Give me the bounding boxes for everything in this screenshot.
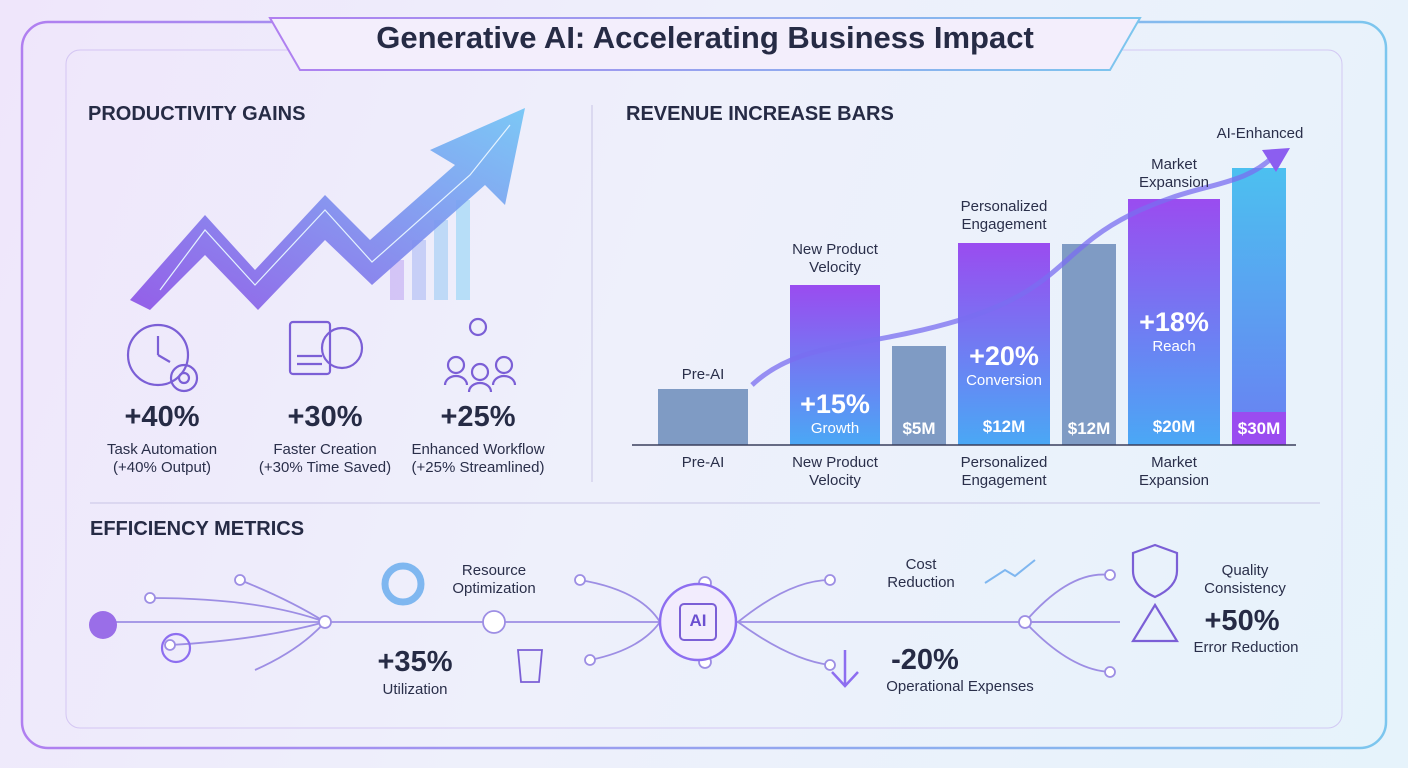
icons [126,317,517,393]
title: Generative AI: Accelerating Business Imp… [376,20,1034,55]
metric-note: (+40% Output) [113,459,211,476]
bar-note: Reach [1152,338,1196,355]
bar-note: Conversion [966,372,1042,389]
bar-label: Pre-AI [681,366,725,383]
metric-label: Enhanced Workflow [411,441,545,458]
section-title: PRODUCTIVITY GAINS [88,103,306,125]
revenue-bars [632,148,1296,446]
metric-note: Operational Expenses [886,678,1034,695]
metric-note: Error Reduction [1193,639,1299,656]
bar-label: AI-Enhanced [1216,125,1304,142]
bar-value: +18% [1139,307,1209,337]
axis-label: Personalized Engagement [960,454,1048,489]
bar-label: Personalized Engagement [960,198,1048,233]
bar-amount: $12M [1067,419,1111,438]
metric-value: +30% [287,401,363,433]
metric-label: Task Automation [106,441,218,458]
bar-value: +15% [800,389,870,419]
bar-label: New Product Velocity [792,241,878,276]
bar-label: Market Expansion [1138,156,1210,191]
metric-note: (+30% Time Saved) [258,459,392,476]
axis-label: Market Expansion [1138,454,1210,489]
hub-label: AI [689,611,707,630]
metric-value: +40% [124,401,200,433]
bar-amount: $5M [902,419,936,438]
metric-note: (+25% Streamlined) [411,459,545,476]
section-title: REVENUE INCREASE BARS [626,103,894,125]
axis-label: New Product Velocity [792,454,878,489]
section-title: EFFICIENCY METRICS [90,518,305,540]
metric-note: Utilization [382,681,448,698]
bar-amount: $12M [982,417,1026,436]
metric-value: +25% [440,401,516,433]
metric-value: +50% [1204,605,1280,637]
network [89,543,1179,688]
metric-label: Resource Optimization [452,562,536,597]
metric-value: -20% [891,644,959,676]
bar-note: Growth [810,420,860,437]
metric-label: Faster Creation [273,441,377,458]
bar-amount: $20M [1152,417,1196,436]
axis-label: Pre-AI [681,454,725,471]
metric-value: +35% [377,646,453,678]
metric-label: Quality Consistency [1204,562,1286,597]
growth-arrow [130,108,525,310]
bar-amount: $30M [1237,419,1281,438]
title-tab [268,17,1142,71]
metric-label: Cost Reduction [887,556,955,591]
bar-value: +20% [969,341,1039,371]
